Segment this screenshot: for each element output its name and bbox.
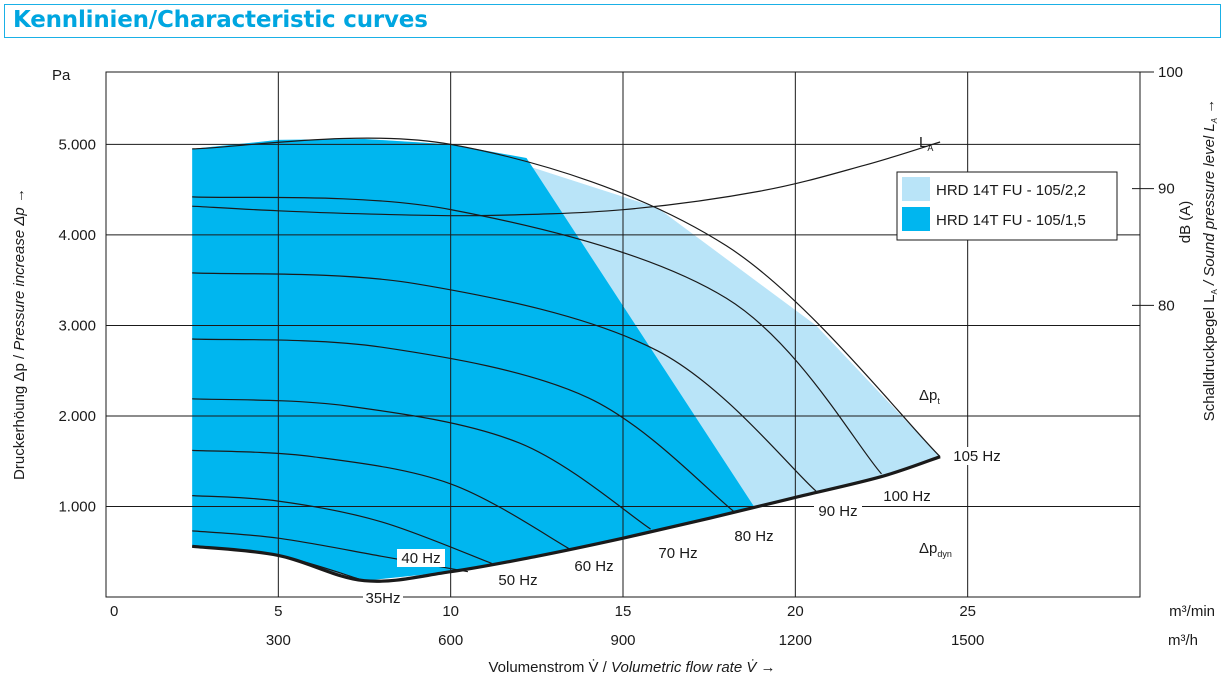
speed-label-bg bbox=[949, 447, 1005, 465]
speed-curve bbox=[192, 495, 493, 565]
y-axis-title: Druckerhöung Δp / Pressure increase Δp → bbox=[11, 188, 28, 480]
x-tick-label: 15 bbox=[615, 603, 632, 620]
legend-label: HRD 14T FU - 105/1,5 bbox=[936, 212, 1086, 229]
legend-swatch bbox=[902, 177, 930, 201]
dynamic-pressure-curve bbox=[192, 455, 941, 583]
la-label: LA bbox=[919, 134, 933, 153]
y2-tick-label: 100 bbox=[1158, 64, 1183, 81]
x-unit-primary: m³/min bbox=[1169, 603, 1215, 620]
y-tick-label: 4.000 bbox=[58, 227, 96, 244]
speed-label: 105 Hz bbox=[953, 448, 1001, 465]
y-tick-label: 2.000 bbox=[58, 408, 96, 425]
y-tick-label: 5.000 bbox=[58, 136, 96, 153]
speed-curve bbox=[192, 196, 882, 475]
y2-tick-label: 90 bbox=[1158, 181, 1175, 198]
speed-label: 90 Hz bbox=[818, 503, 857, 520]
speed-label: 60 Hz bbox=[574, 558, 613, 575]
x-secondary-tick-label: 300 bbox=[266, 632, 291, 649]
x-secondary-tick-label: 1500 bbox=[951, 632, 984, 649]
dpt-label: Δpt bbox=[919, 387, 940, 406]
speed-label-bg bbox=[397, 549, 445, 567]
speed-curve bbox=[192, 272, 817, 492]
y2-tick-label: 80 bbox=[1158, 297, 1175, 314]
legend-box bbox=[896, 171, 1118, 241]
x-axis-title: Volumenstrom V̇ / Volumetric flow rate V… bbox=[488, 659, 775, 676]
y-tick-label: 3.000 bbox=[58, 317, 96, 334]
speed-label-bg bbox=[730, 527, 778, 545]
x-unit-secondary: m³/h bbox=[1168, 632, 1198, 649]
x-secondary-tick-label: 600 bbox=[438, 632, 463, 649]
legend-label: HRD 14T FU - 105/2,2 bbox=[936, 182, 1086, 199]
y2-unit: dB (A) bbox=[1177, 201, 1194, 244]
page-title: Kennlinien/Characteristic curves bbox=[13, 7, 428, 33]
dpdyn-label: Δpdyn bbox=[919, 540, 952, 559]
x-tick-label: 5 bbox=[274, 603, 282, 620]
y2-axis-title: Schalldruckpegel LA / Sound pressure lev… bbox=[1201, 99, 1219, 422]
legend-swatch bbox=[902, 207, 930, 231]
y-tick-label: 1.000 bbox=[58, 498, 96, 515]
speed-label: 80 Hz bbox=[734, 528, 773, 545]
x-tick-label: 0 bbox=[110, 603, 118, 620]
region-105-1-5 bbox=[192, 139, 754, 581]
speed-label: 100 Hz bbox=[883, 488, 931, 505]
speed-label-bg bbox=[814, 502, 862, 520]
speed-curve bbox=[192, 137, 941, 458]
speed-curve bbox=[192, 338, 734, 512]
x-secondary-tick-label: 900 bbox=[610, 632, 635, 649]
x-tick-label: 25 bbox=[959, 603, 976, 620]
section-header: Kennlinien/Characteristic curves bbox=[4, 4, 1221, 38]
speed-label-bg bbox=[494, 571, 542, 589]
y-unit: Pa bbox=[52, 67, 71, 84]
speed-label: 35Hz bbox=[365, 590, 400, 607]
x-secondary-tick-label: 1200 bbox=[779, 632, 812, 649]
sound-level-curve bbox=[192, 141, 941, 217]
speed-curve bbox=[192, 449, 572, 551]
speed-label-bg bbox=[654, 544, 702, 562]
speed-curve bbox=[192, 398, 651, 530]
speed-label-bg bbox=[363, 589, 403, 607]
speed-label: 40 Hz bbox=[401, 550, 440, 567]
speed-label-bg bbox=[879, 487, 935, 505]
speed-label: 50 Hz bbox=[498, 572, 537, 589]
x-tick-label: 10 bbox=[442, 603, 459, 620]
x-tick-label: 20 bbox=[787, 603, 804, 620]
speed-label-bg bbox=[570, 557, 618, 575]
speed-label: 70 Hz bbox=[658, 545, 697, 562]
